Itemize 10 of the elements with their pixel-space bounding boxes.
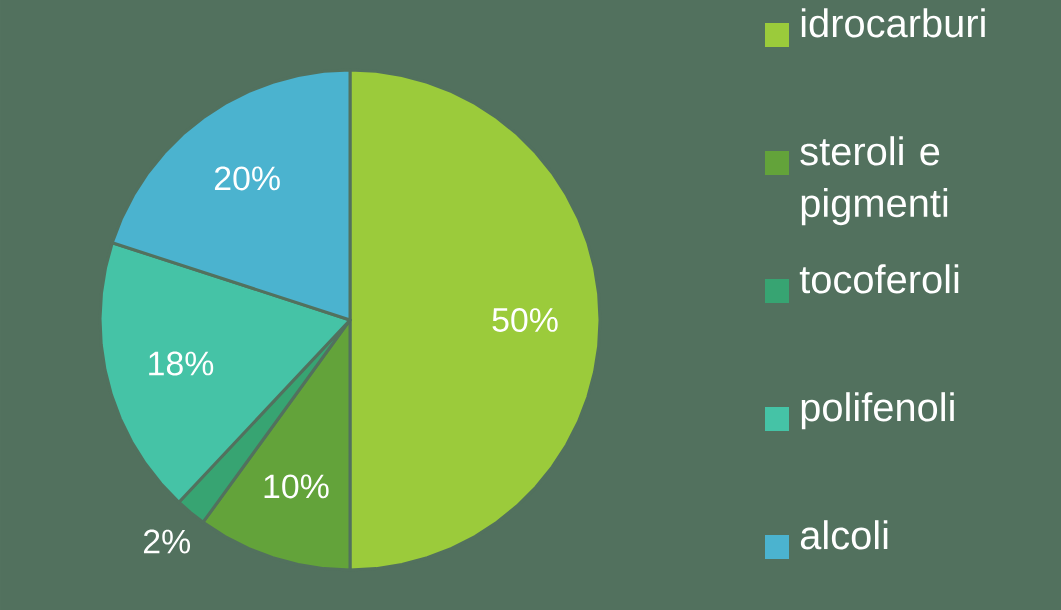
legend-label: steroli e pigmenti: [800, 136, 948, 226]
data-label: 10%: [264, 474, 329, 499]
data-label: 2%: [143, 529, 191, 554]
data-label: 50%: [492, 307, 558, 332]
legend-label: idrocarburi: [801, 8, 985, 38]
legend-label: tocoferoli: [799, 264, 959, 294]
legend-label: alcoli: [800, 520, 888, 550]
data-label: 18%: [149, 351, 214, 376]
data-label: 20%: [214, 166, 280, 191]
legend-label: polifenoli: [801, 392, 954, 430]
